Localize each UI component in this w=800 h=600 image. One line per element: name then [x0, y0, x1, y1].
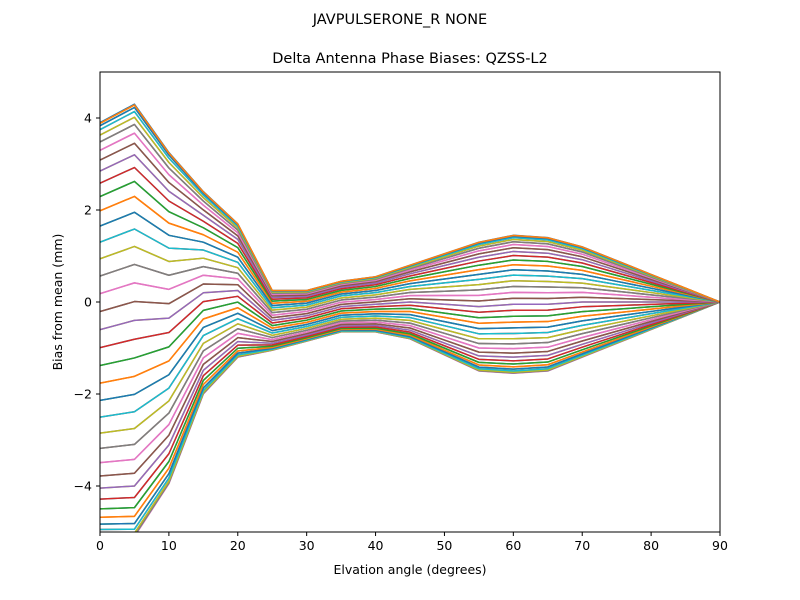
- y-tick-label: 4: [84, 111, 92, 126]
- x-axis-label: Elvation angle (degrees): [333, 562, 486, 577]
- x-tick-label: 60: [505, 538, 521, 553]
- series-line: [100, 166, 720, 303]
- series-line: [100, 274, 720, 316]
- x-tick-label: 70: [574, 538, 590, 553]
- series-line: [100, 180, 720, 303]
- x-tick-label: 20: [230, 538, 246, 553]
- y-tick-label: 0: [84, 295, 92, 310]
- series-line: [100, 295, 720, 349]
- series-line: [100, 301, 720, 525]
- series-line: [100, 245, 720, 311]
- series-line: [100, 301, 720, 500]
- x-axis: 0 10 20 30 40 50 60 70 80 90: [96, 532, 728, 553]
- y-tick-label: −4: [74, 479, 92, 494]
- series-line: [100, 301, 720, 367]
- series-line: [100, 132, 720, 303]
- series-line: [100, 301, 720, 477]
- series-line: [100, 123, 720, 303]
- series-line: [100, 211, 720, 307]
- x-tick-label: 80: [643, 538, 659, 553]
- y-axis-label: Bias from mean (mm): [50, 234, 65, 371]
- series-line: [100, 289, 720, 331]
- y-axis: −4 −2 0 2 4: [74, 111, 100, 494]
- x-tick-label: 50: [436, 538, 452, 553]
- series-line: [100, 263, 720, 314]
- series-line: [100, 301, 720, 402]
- series-line: [100, 104, 720, 303]
- series-line: [100, 301, 720, 384]
- series-layer: [100, 103, 720, 532]
- series-line: [100, 142, 720, 303]
- series-line: [100, 283, 720, 319]
- y-tick-label: 2: [84, 203, 92, 218]
- series-line: [100, 195, 720, 304]
- y-tick-label: −2: [74, 387, 92, 402]
- series-line: [100, 228, 720, 309]
- chart-title: Delta Antenna Phase Biases: QZSS-L2: [272, 51, 547, 67]
- x-tick-label: 0: [96, 538, 104, 553]
- series-line: [100, 301, 720, 418]
- series-line: [100, 301, 720, 510]
- chart-suptitle: JAVPULSERONE_R NONE: [312, 12, 487, 28]
- series-line: [100, 116, 720, 303]
- x-tick-label: 30: [299, 538, 315, 553]
- series-line: [100, 301, 720, 464]
- series-line: [100, 301, 720, 450]
- series-line: [100, 301, 720, 434]
- x-tick-label: 90: [712, 538, 728, 553]
- series-line: [100, 301, 720, 531]
- x-tick-label: 10: [161, 538, 177, 553]
- series-line: [100, 154, 720, 303]
- x-tick-label: 40: [368, 538, 384, 553]
- series-line: [100, 301, 720, 518]
- series-line: [100, 301, 720, 489]
